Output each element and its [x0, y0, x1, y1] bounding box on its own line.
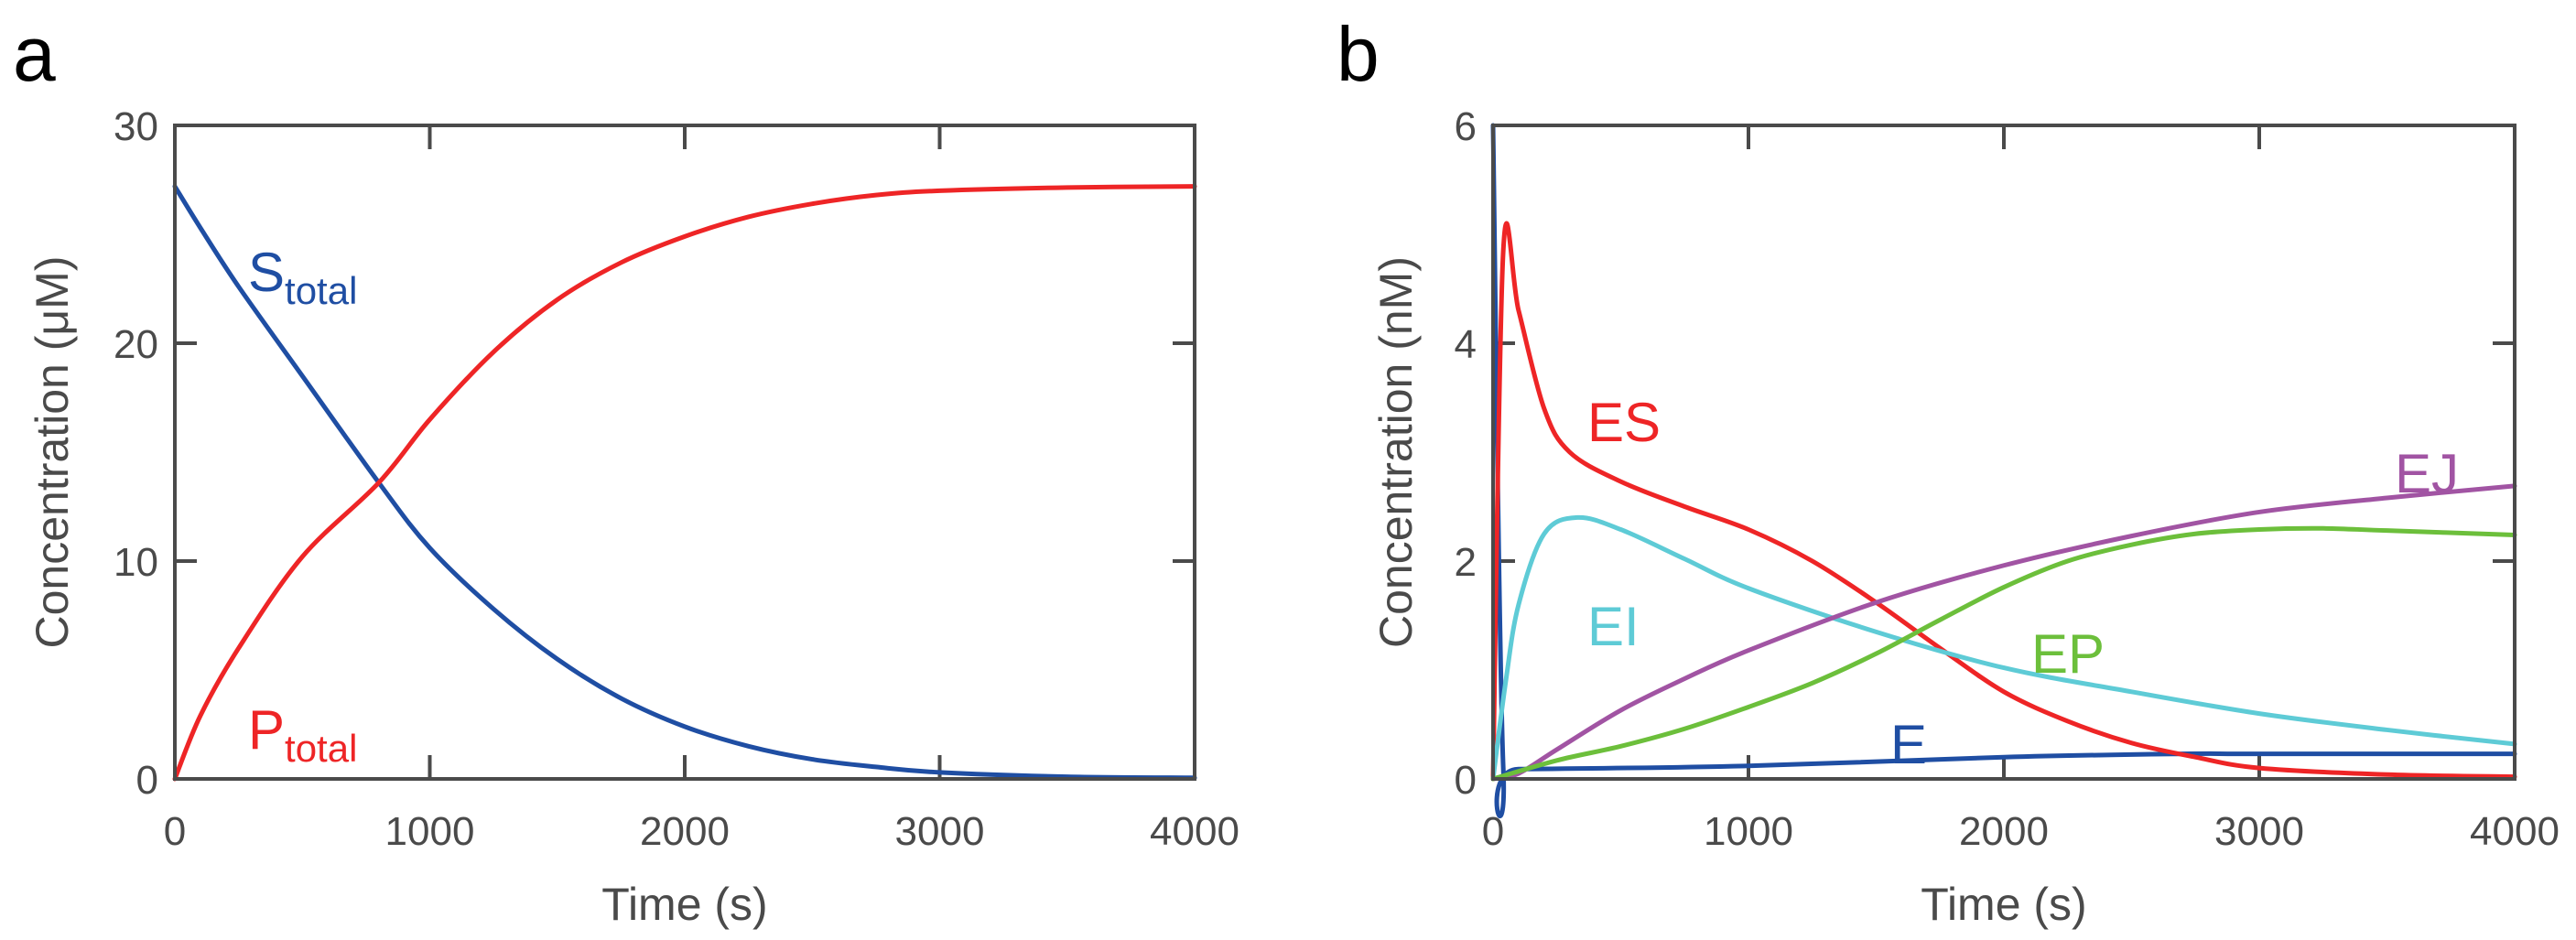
series-line-p [172, 184, 1197, 782]
y-tick-label: 6 [1455, 104, 1477, 149]
series-label-p: Ptotal [248, 699, 357, 770]
x-tick-label: 1000 [385, 809, 475, 854]
x-tick-label: 3000 [895, 809, 985, 854]
series-label-ep: EP [2031, 623, 2105, 685]
series-line-ei [1490, 514, 2517, 782]
series-line-s [172, 184, 1197, 781]
panel-letter-a: a [13, 11, 56, 97]
series-label-s: Stotal [248, 242, 357, 312]
y-tick-label: 0 [136, 758, 158, 803]
x-tick-label: 3000 [2214, 809, 2304, 854]
y-tick-label: 10 [114, 540, 158, 585]
series-label-es: ES [1587, 392, 1661, 453]
series-label-name: EJ [2395, 443, 2459, 504]
series-label-subscript: total [285, 269, 357, 312]
series-label-e: E [1890, 714, 1927, 775]
plot-frame [173, 124, 1196, 781]
y-tick-label: 20 [114, 322, 158, 367]
series-label-name: E [1890, 714, 1927, 775]
series-line-ep [1490, 525, 2517, 782]
series-label-name: S [248, 242, 285, 303]
y-axis-title: Concentration (nM) [1370, 256, 1422, 648]
y-tick-label: 30 [114, 104, 158, 149]
x-axis-title: Time (s) [1921, 879, 2086, 930]
panel-a-chart: 0 1000 2000 3000 40000102030StotalPtotalTime… [27, 104, 1239, 930]
series-label-name: EP [2031, 623, 2105, 685]
x-tick-label: 4000 [2470, 809, 2560, 854]
y-axis-title: Concentration (μM) [27, 256, 78, 649]
series-label-name: EI [1587, 596, 1640, 657]
x-tick-label: 0 [164, 809, 186, 854]
x-tick-label: 1000 [1704, 809, 1793, 854]
y-tick-label: 2 [1455, 540, 1477, 585]
series-label-subscript: total [285, 727, 357, 770]
y-tick-label: 4 [1455, 322, 1477, 367]
x-tick-label: 4000 [1150, 809, 1239, 854]
series-line-ej [1490, 483, 2517, 782]
series-line-e [1490, 123, 2517, 818]
series-label-ej: EJ [2395, 443, 2459, 504]
x-axis-title: Time (s) [601, 879, 767, 930]
plot-frame [1491, 124, 2516, 781]
x-tick-label: 2000 [640, 809, 730, 854]
series-label-ei: EI [1587, 596, 1640, 657]
series-label-name: P [248, 699, 285, 761]
panel-letter-b: b [1337, 11, 1380, 97]
x-tick-label: 2000 [1959, 809, 2049, 854]
series-label-name: ES [1587, 392, 1661, 453]
y-tick-label: 0 [1455, 758, 1477, 803]
series-line-es [1490, 221, 2517, 782]
